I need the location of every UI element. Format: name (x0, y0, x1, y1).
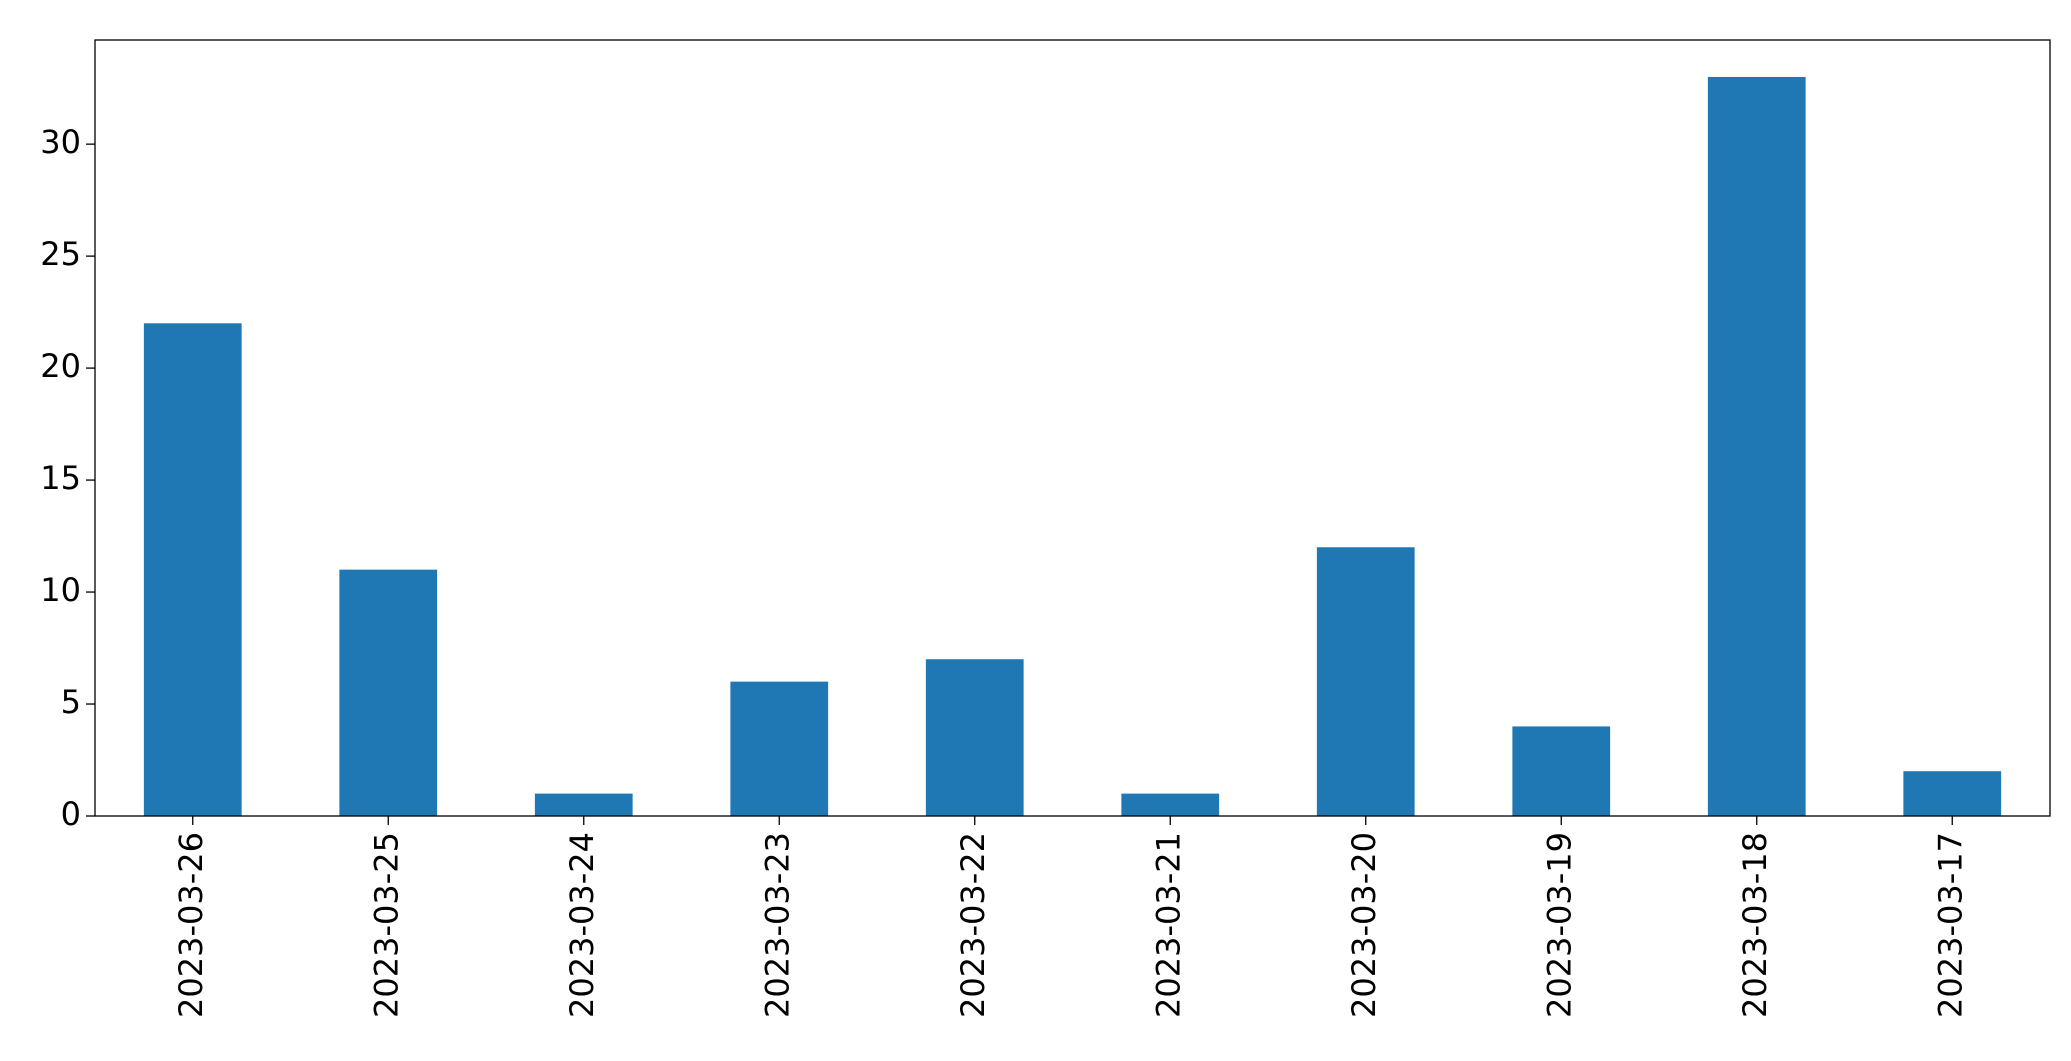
y-tick-label: 0 (61, 795, 81, 833)
bar (534, 793, 633, 816)
x-tick-label: 2023-03-20 (1345, 832, 1383, 1018)
x-tick-label: 2023-03-25 (367, 832, 405, 1018)
bar (1121, 793, 1220, 816)
x-tick-label: 2023-03-26 (172, 832, 210, 1018)
x-tick-label: 2023-03-22 (954, 832, 992, 1018)
bar (1707, 76, 1806, 816)
x-tick-label: 2023-03-17 (1931, 832, 1969, 1018)
bar (143, 323, 242, 816)
y-tick-label: 30 (40, 123, 81, 161)
x-tick-label: 2023-03-21 (1149, 832, 1187, 1018)
bar (1903, 771, 2002, 816)
y-tick-label: 20 (40, 347, 81, 385)
y-tick-label: 25 (40, 235, 81, 273)
y-tick-label: 10 (40, 571, 81, 609)
bar (1512, 726, 1611, 816)
bar (339, 569, 438, 816)
bar (730, 681, 829, 816)
bar (925, 659, 1024, 816)
x-tick-label: 2023-03-18 (1736, 832, 1774, 1018)
bar (1316, 547, 1415, 816)
x-tick-label: 2023-03-19 (1540, 832, 1578, 1018)
y-tick-label: 15 (40, 459, 81, 497)
plot-frame (94, 39, 2051, 817)
x-tick-label: 2023-03-23 (758, 832, 796, 1018)
x-tick-label: 2023-03-24 (563, 832, 601, 1018)
y-tick-label: 5 (61, 683, 81, 721)
